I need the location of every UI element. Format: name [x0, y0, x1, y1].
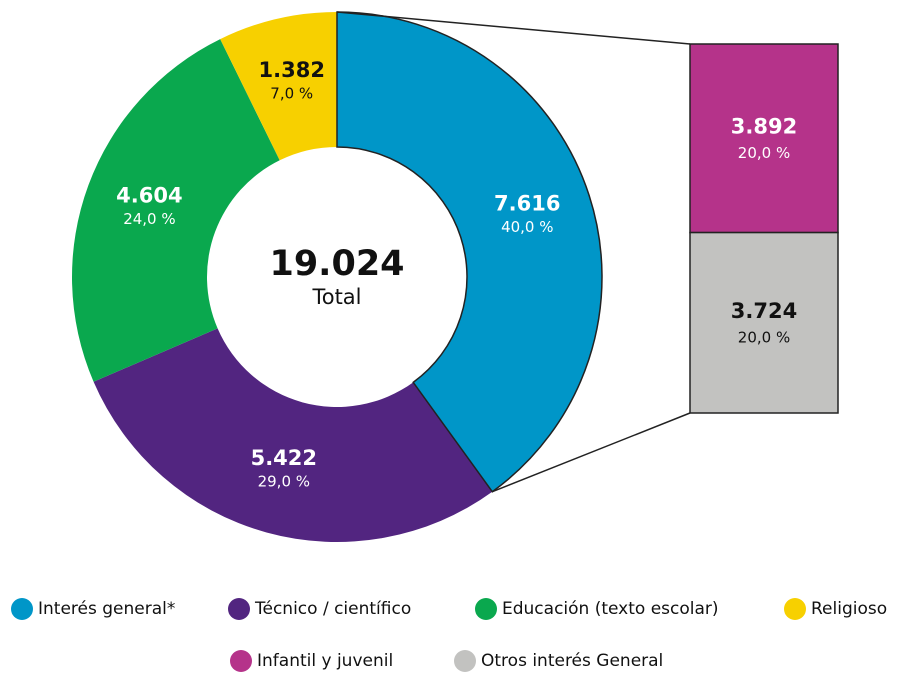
segment-value-label: 7.616: [494, 191, 560, 215]
center-caption: Total: [311, 285, 361, 309]
bar-percent-label: 20,0 %: [738, 144, 790, 162]
segment-percent-label: 24,0 %: [123, 210, 175, 228]
legend-label: Infantil y juvenil: [257, 651, 393, 671]
legend-label: Técnico / científico: [254, 599, 411, 619]
segment-value-label: 1.382: [259, 58, 325, 82]
connector-line: [492, 412, 691, 493]
legend-swatch: [784, 598, 806, 620]
legend-swatch: [228, 598, 250, 620]
legend-label: Religioso: [811, 599, 887, 619]
legend-swatch: [11, 598, 33, 620]
donut-segment: [72, 39, 280, 382]
legend-swatch: [230, 650, 252, 672]
bar-value-label: 3.892: [731, 114, 797, 138]
segment-percent-label: 40,0 %: [501, 218, 553, 236]
segment-value-label: 5.422: [251, 446, 317, 470]
segment-percent-label: 29,0 %: [258, 472, 310, 490]
bar-value-label: 3.724: [731, 299, 797, 323]
bar-percent-label: 20,0 %: [738, 328, 790, 346]
donut-segment: [220, 11, 337, 161]
breakdown-bar: [689, 231, 839, 414]
connector-line: [336, 11, 691, 45]
segment-value-label: 4.604: [116, 184, 182, 208]
segment-percent-label: 7,0 %: [270, 85, 313, 103]
donut-segment: [93, 328, 493, 542]
legend-label: Otros interés General: [481, 651, 663, 671]
legend-swatch: [475, 598, 497, 620]
center-total: 19.024: [269, 244, 404, 284]
legend-swatch: [454, 650, 476, 672]
legend-label: Interés general*: [38, 599, 175, 619]
donut-segment: [336, 11, 603, 493]
legend-label: Educación (texto escolar): [502, 599, 719, 619]
